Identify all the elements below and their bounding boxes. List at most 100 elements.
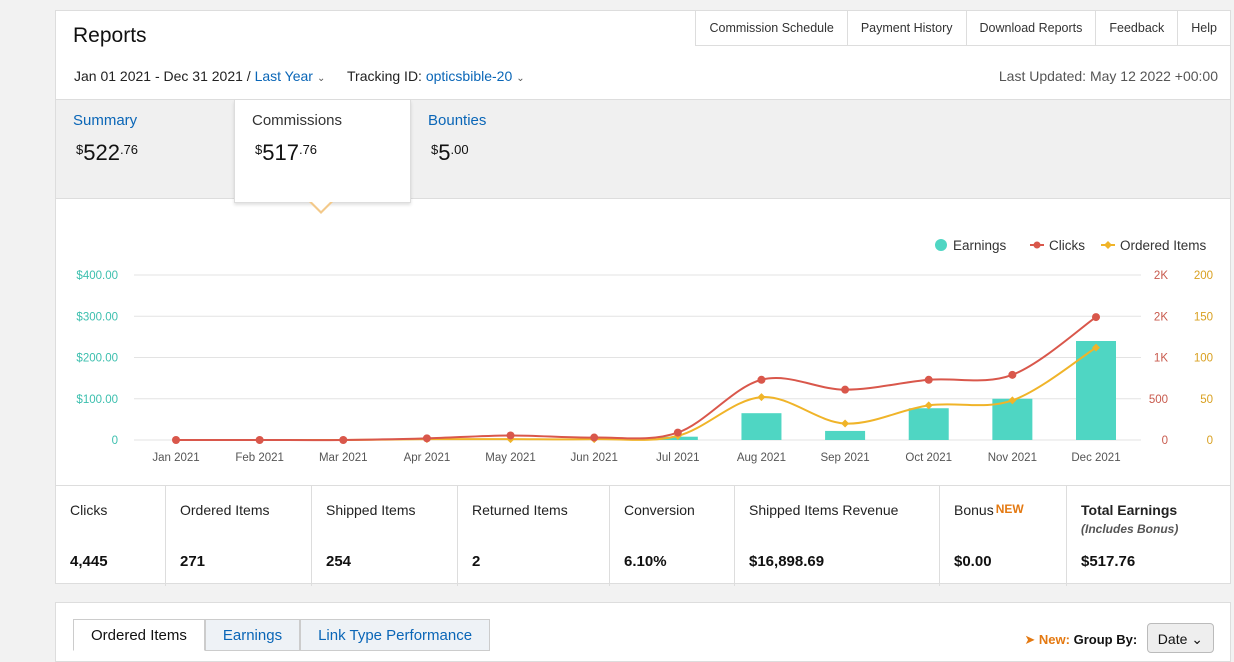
rocket-icon: ➤ xyxy=(1024,632,1036,647)
nav-download-reports[interactable]: Download Reports xyxy=(966,11,1097,46)
tracking-label: Tracking ID: xyxy=(347,68,422,84)
legend-earnings-swatch xyxy=(935,239,947,251)
legend-ordered-items: Ordered Items xyxy=(1120,238,1207,253)
clicks-line xyxy=(176,316,1097,442)
earnings-bar xyxy=(1076,341,1116,440)
clicks-point xyxy=(757,375,766,384)
ordered-items-point xyxy=(924,401,933,410)
clicks-point xyxy=(506,431,515,440)
reports-panel: Reports Commission Schedule Payment Hist… xyxy=(55,10,1231,586)
legend-clicks: Clicks xyxy=(1049,238,1085,253)
page-title: Reports xyxy=(73,24,147,47)
tab-commissions-label[interactable]: Commissions xyxy=(252,112,343,129)
tab-summary[interactable]: Summary $522.76 xyxy=(56,100,234,198)
nav-help[interactable]: Help xyxy=(1178,11,1230,46)
x-axis-tick: Dec 2021 xyxy=(1071,452,1120,464)
items-axis-tick: 50 xyxy=(1200,394,1213,406)
summary-amount: $522.76 xyxy=(76,140,139,165)
nav-commission-schedule[interactable]: Commission Schedule xyxy=(696,11,848,46)
legend-ordered-items-swatch xyxy=(1104,241,1112,249)
x-axis-tick: Nov 2021 xyxy=(988,452,1037,464)
stat-conversion: Conversion 6.10% xyxy=(610,486,735,586)
summary-tabs: Summary $522.76 Commissions $517.76 Boun… xyxy=(56,99,1230,203)
stat-ordered-items: Ordered Items 271 xyxy=(166,486,312,586)
group-by-dropdown[interactable]: Date ⌄ xyxy=(1146,623,1214,653)
date-range: Jan 01 2021 - Dec 31 2021 / xyxy=(74,68,251,84)
clicks-point xyxy=(422,434,431,443)
ordered-items-point xyxy=(841,419,850,428)
clicks-axis-tick: 2K xyxy=(1154,311,1168,323)
tab-bounties[interactable]: Bounties $5.00 xyxy=(411,100,581,198)
group-by: ➤ New: Group By: Date ⌄ xyxy=(1024,623,1214,653)
stat-shipped-revenue: Shipped Items Revenue $16,898.69 xyxy=(735,486,940,586)
x-axis-tick: Jan 2021 xyxy=(152,452,199,464)
legend-clicks-swatch xyxy=(1033,241,1041,249)
items-axis-tick: 100 xyxy=(1194,353,1213,365)
tab-link-type-performance[interactable]: Link Type Performance xyxy=(300,619,491,651)
chevron-down-icon[interactable]: ⌄ xyxy=(316,73,326,84)
stat-shipped-items: Shipped Items 254 xyxy=(312,486,458,586)
tab-summary-label[interactable]: Summary xyxy=(73,112,138,129)
date-preset-dropdown[interactable]: Last Year xyxy=(254,68,313,84)
clicks-axis-tick: 0 xyxy=(1162,435,1168,447)
left-axis-tick: $200.00 xyxy=(76,353,118,365)
nav-feedback[interactable]: Feedback xyxy=(1096,11,1179,46)
clicks-point xyxy=(673,428,682,437)
chevron-down-icon: ⌄ xyxy=(1191,631,1203,647)
ordered-items-point xyxy=(1008,396,1017,405)
x-axis-tick: Apr 2021 xyxy=(404,452,451,464)
tracking-id-dropdown[interactable]: opticsbible-20 xyxy=(425,68,513,84)
clicks-axis-tick: 1K xyxy=(1154,353,1168,365)
earnings-bar xyxy=(741,413,782,440)
left-axis-tick: $100.00 xyxy=(76,394,118,406)
tab-bounties-label[interactable]: Bounties xyxy=(428,112,487,129)
clicks-point xyxy=(924,375,933,384)
earnings-bar xyxy=(992,398,1033,440)
nav-payment-history[interactable]: Payment History xyxy=(847,11,967,46)
clicks-point xyxy=(841,385,850,394)
stats-row: Clicks 4,445 Ordered Items 271 Shipped I… xyxy=(56,485,1230,586)
active-tab-pointer xyxy=(309,201,333,214)
bounties-amount: $5.00 xyxy=(431,140,469,165)
ordered-items-point xyxy=(1092,343,1100,352)
clicks-point xyxy=(172,436,180,444)
x-axis-tick: Sep 2021 xyxy=(820,452,869,464)
chevron-down-icon[interactable]: ⌄ xyxy=(516,73,525,84)
left-axis-tick: 0 xyxy=(112,435,118,447)
commissions-amount: $517.76 xyxy=(255,140,318,165)
x-axis-tick: Mar 2021 xyxy=(319,452,368,464)
clicks-point xyxy=(590,433,599,442)
top-nav: Commission Schedule Payment History Down… xyxy=(695,11,1230,46)
earnings-bar xyxy=(825,430,866,440)
items-axis-tick: 0 xyxy=(1207,435,1213,447)
detail-tabs: Ordered Items Earnings Link Type Perform… xyxy=(73,619,491,651)
tab-earnings[interactable]: Earnings xyxy=(204,619,301,651)
items-axis-tick: 150 xyxy=(1194,311,1213,323)
clicks-point xyxy=(339,436,348,444)
left-axis-tick: $300.00 xyxy=(76,311,118,323)
items-axis-tick: 200 xyxy=(1194,270,1213,282)
x-axis-tick: Aug 2021 xyxy=(737,452,786,464)
x-axis-tick: May 2021 xyxy=(485,452,536,464)
ordered-items-point xyxy=(757,393,766,402)
stat-returned-items: Returned Items 2 xyxy=(458,486,610,586)
legend-earnings: Earnings xyxy=(953,238,1007,253)
stat-clicks: Clicks 4,445 xyxy=(56,486,166,586)
x-axis-tick: Oct 2021 xyxy=(905,452,952,464)
filter-bar: Jan 01 2021 - Dec 31 2021 / Last Year ⌄ T… xyxy=(74,68,543,84)
x-axis-tick: Jun 2021 xyxy=(571,452,618,464)
new-badge: NEW xyxy=(995,502,1024,516)
stat-bonus: Bonus NEW $0.00 xyxy=(940,486,1067,586)
tab-ordered-items[interactable]: Ordered Items xyxy=(73,619,205,651)
clicks-axis-tick: 2K xyxy=(1154,270,1168,282)
x-axis-tick: Jul 2021 xyxy=(656,452,699,464)
clicks-point xyxy=(1092,313,1100,322)
clicks-point xyxy=(1008,370,1017,379)
clicks-axis-tick: 500 xyxy=(1149,394,1168,406)
x-axis-tick: Feb 2021 xyxy=(235,452,284,464)
tab-commissions[interactable]: Commissions $517.76 xyxy=(234,100,411,203)
stat-total-earnings: Total Earnings (Includes Bonus) $517.76 xyxy=(1081,502,1179,570)
last-updated: Last Updated: May 12 2022 +00:00 xyxy=(998,68,1218,84)
ordered-items-line xyxy=(176,346,1097,442)
left-axis-tick: $400.00 xyxy=(76,270,118,282)
